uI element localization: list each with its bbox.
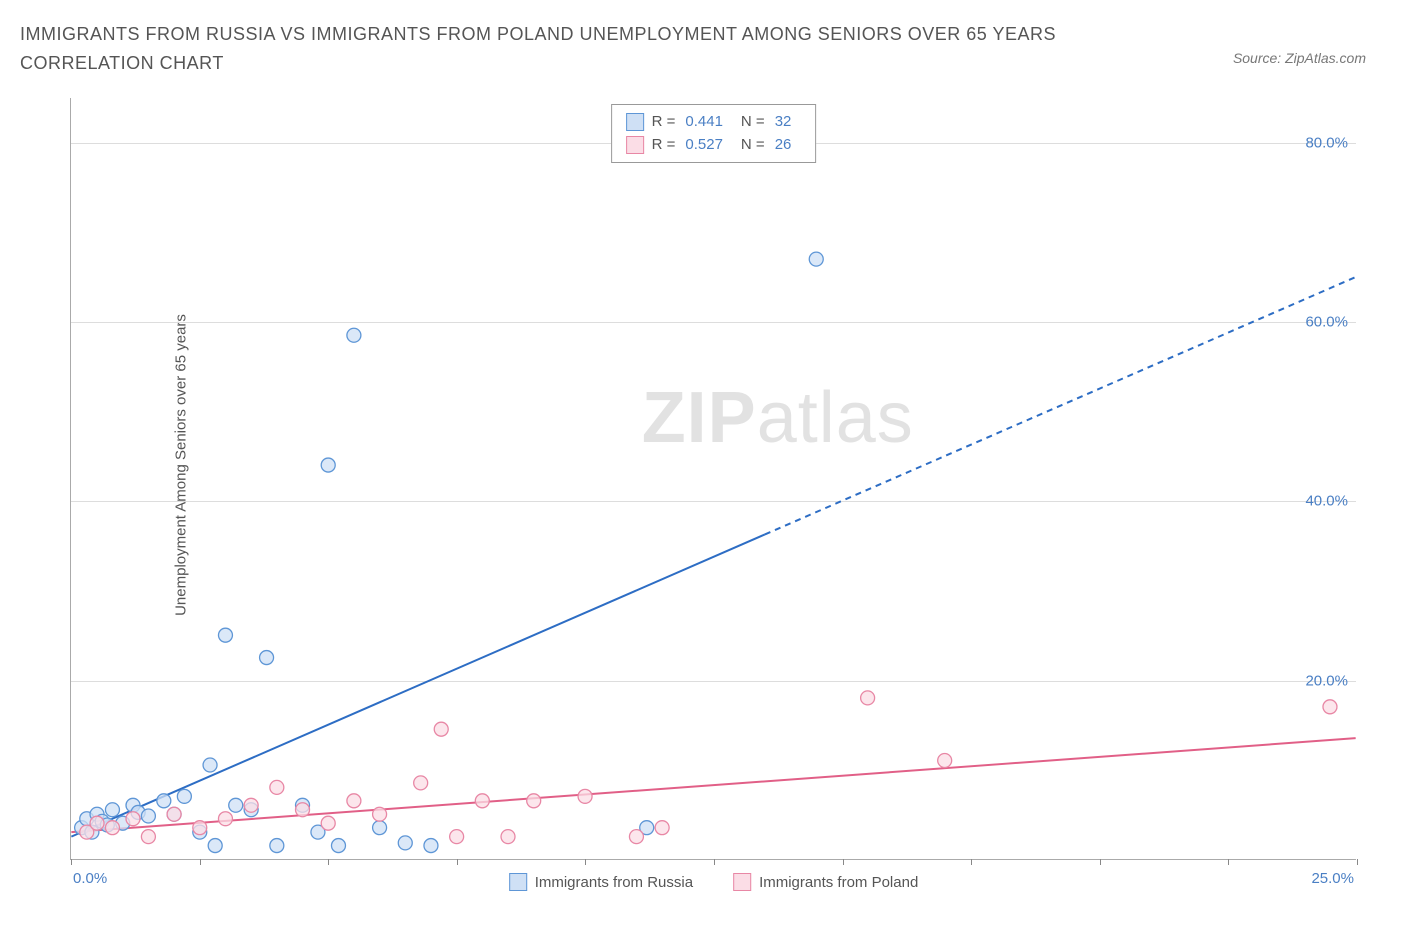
- data-point: [861, 691, 875, 705]
- data-point: [809, 252, 823, 266]
- data-point: [1323, 700, 1337, 714]
- series-legend: Immigrants from Russia Immigrants from Po…: [509, 873, 919, 891]
- data-point: [218, 628, 232, 642]
- data-point: [203, 758, 217, 772]
- data-point: [193, 821, 207, 835]
- data-point: [141, 830, 155, 844]
- data-point: [105, 803, 119, 817]
- data-point: [229, 798, 243, 812]
- data-point: [244, 798, 258, 812]
- source-attribution: Source: ZipAtlas.com: [1233, 50, 1366, 66]
- data-point: [527, 794, 541, 808]
- legend-swatch: [733, 873, 751, 891]
- data-point: [475, 794, 489, 808]
- data-point: [424, 839, 438, 853]
- data-point: [218, 812, 232, 826]
- correlation-chart: IMMIGRANTS FROM RUSSIA VS IMMIGRANTS FRO…: [20, 20, 1386, 910]
- trend-line: [71, 534, 765, 836]
- data-point: [414, 776, 428, 790]
- r-value: 0.527: [685, 134, 723, 157]
- data-point: [347, 794, 361, 808]
- x-tick: [200, 859, 201, 865]
- data-point: [167, 807, 181, 821]
- plot-area: ZIPatlas 20.0%40.0%60.0%80.0% R =0.441N …: [70, 98, 1356, 860]
- chart-title: IMMIGRANTS FROM RUSSIA VS IMMIGRANTS FRO…: [20, 20, 1120, 78]
- x-tick: [1100, 859, 1101, 865]
- data-point: [373, 821, 387, 835]
- r-value: 0.441: [685, 111, 723, 134]
- data-point: [126, 812, 140, 826]
- scatter-svg: [71, 98, 1356, 859]
- data-point: [208, 839, 222, 853]
- x-tick: [1228, 859, 1229, 865]
- series-label: Immigrants from Poland: [759, 874, 918, 891]
- x-tick: [457, 859, 458, 865]
- x-tick: [714, 859, 715, 865]
- series-legend-item: Immigrants from Poland: [733, 873, 918, 891]
- x-tick: [1357, 859, 1358, 865]
- x-tick: [971, 859, 972, 865]
- data-point: [655, 821, 669, 835]
- data-point: [398, 836, 412, 850]
- data-point: [331, 839, 345, 853]
- r-label: R =: [652, 134, 676, 157]
- data-point: [105, 821, 119, 835]
- x-tick: [843, 859, 844, 865]
- data-point: [141, 809, 155, 823]
- data-point: [296, 803, 310, 817]
- correlation-legend: R = 0.441 N = 32 R = 0.527 N = 26: [611, 104, 817, 163]
- data-point: [450, 830, 464, 844]
- data-point: [270, 839, 284, 853]
- x-tick: [328, 859, 329, 865]
- data-point: [90, 816, 104, 830]
- data-point: [629, 830, 643, 844]
- data-point: [321, 816, 335, 830]
- data-point: [434, 722, 448, 736]
- series-label: Immigrants from Russia: [535, 874, 693, 891]
- data-point: [177, 789, 191, 803]
- legend-row: R = 0.441 N = 32: [626, 111, 802, 134]
- n-value: 26: [775, 134, 792, 157]
- series-legend-item: Immigrants from Russia: [509, 873, 693, 891]
- data-point: [938, 754, 952, 768]
- x-axis-max-label: 25.0%: [1311, 870, 1354, 887]
- r-label: R =: [652, 111, 676, 134]
- legend-swatch: [509, 873, 527, 891]
- data-point: [270, 780, 284, 794]
- x-axis-min-label: 0.0%: [73, 870, 107, 887]
- legend-swatch: [626, 136, 644, 154]
- n-value: 32: [775, 111, 792, 134]
- data-point: [578, 789, 592, 803]
- data-point: [260, 651, 274, 665]
- n-label: N =: [741, 111, 765, 134]
- legend-row: R = 0.527 N = 26: [626, 134, 802, 157]
- trend-line-dashed: [765, 277, 1356, 534]
- x-tick: [585, 859, 586, 865]
- x-tick: [71, 859, 72, 865]
- data-point: [347, 328, 361, 342]
- data-point: [321, 458, 335, 472]
- data-point: [373, 807, 387, 821]
- legend-swatch: [626, 113, 644, 131]
- data-point: [501, 830, 515, 844]
- n-label: N =: [741, 134, 765, 157]
- data-point: [157, 794, 171, 808]
